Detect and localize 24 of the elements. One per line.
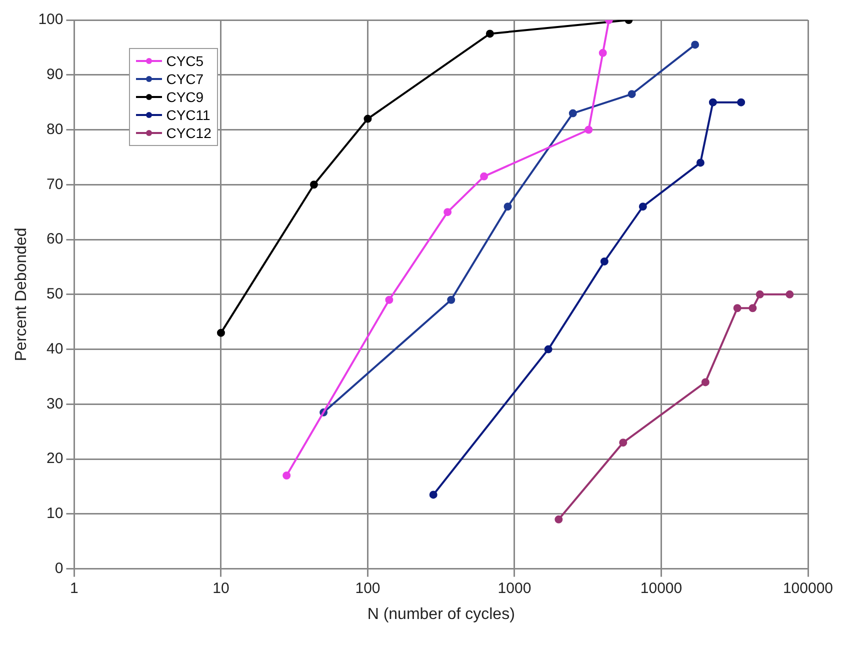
x-tick-label: 1: [70, 580, 78, 597]
y-tick-label: 60: [46, 230, 64, 248]
y-tick-label: 0: [54, 560, 64, 577]
legend-label: CYC5: [166, 52, 204, 70]
y-tick-label: 10: [46, 505, 64, 522]
x-tick-label: 100000: [782, 580, 834, 597]
legend-label: CYC11: [166, 106, 210, 124]
x-tick-label: 100: [355, 580, 380, 597]
y-tick-label: 20: [46, 450, 64, 468]
x-tick-label: 1000: [498, 580, 532, 597]
y-axis-title: Percent Debonded: [13, 228, 30, 362]
x-axis-title: N (number of cycles): [367, 606, 515, 623]
legend-label: CYC12: [166, 124, 212, 142]
x-tick-label: 10000: [640, 580, 682, 597]
y-tick-label: 100: [38, 11, 64, 28]
legend-label: CYC7: [166, 70, 204, 88]
y-tick-label: 30: [46, 395, 64, 412]
y-tick-label: 40: [46, 340, 64, 358]
x-tick-label: 10: [212, 580, 230, 597]
y-tick-label: 80: [46, 120, 64, 138]
y-tick-label: 90: [46, 66, 64, 84]
y-tick-label: 50: [46, 286, 64, 303]
legend-label: CYC9: [166, 88, 204, 106]
y-tick-label: 70: [46, 176, 64, 193]
